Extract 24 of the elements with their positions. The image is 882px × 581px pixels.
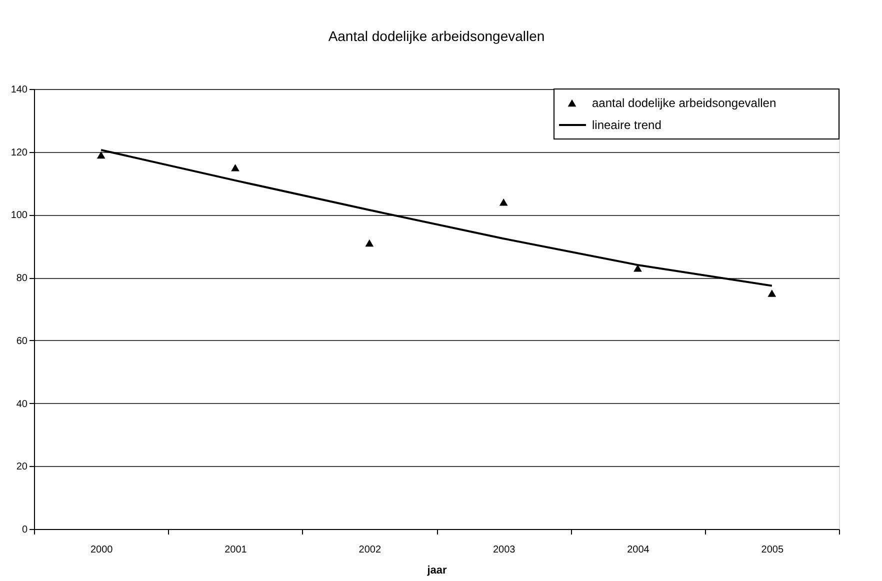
- point: [231, 164, 240, 172]
- legend-label: aantal dodelijke arbeidsongevallen: [592, 96, 776, 110]
- x-tick-label: 2002: [358, 544, 382, 556]
- chart-title: Aantal dodelijke arbeidsongevallen: [328, 28, 545, 44]
- point: [634, 264, 642, 272]
- y-tick-label: 80: [16, 273, 28, 284]
- y-tick-label: 40: [16, 398, 28, 410]
- point: [499, 198, 508, 206]
- y-tick-label: 0: [22, 524, 28, 536]
- x-axis-title: jaar: [426, 564, 448, 576]
- legend-label: lineaire trend: [592, 118, 662, 132]
- point: [96, 151, 106, 159]
- x-tick-label: 2004: [627, 544, 650, 556]
- x-tick-label: 2001: [224, 544, 248, 556]
- point: [365, 239, 374, 247]
- x-tick-label: 2000: [90, 544, 114, 556]
- y-tick-label: 120: [10, 147, 28, 158]
- y-tick-label: 100: [10, 210, 28, 222]
- x-tick-label: 2003: [492, 544, 516, 556]
- y-tick-label: 20: [16, 462, 28, 473]
- y-tick-label: 60: [16, 336, 28, 347]
- y-tick-label: 140: [10, 84, 28, 96]
- x-tick-label: 2005: [761, 544, 784, 556]
- point: [768, 290, 776, 297]
